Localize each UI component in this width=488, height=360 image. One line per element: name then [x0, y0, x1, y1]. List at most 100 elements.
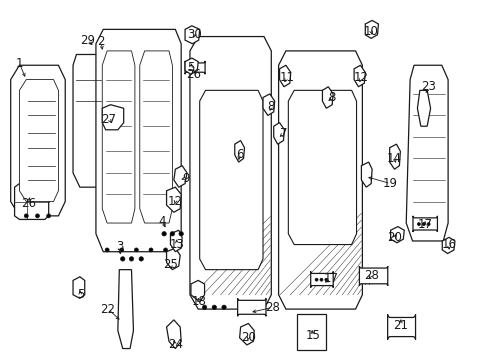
Polygon shape	[20, 80, 58, 202]
Text: 17: 17	[323, 272, 338, 285]
Text: 4: 4	[158, 215, 165, 228]
Text: 5: 5	[187, 60, 194, 73]
Text: 20: 20	[241, 331, 255, 344]
Polygon shape	[390, 226, 404, 243]
Circle shape	[426, 222, 429, 226]
Circle shape	[179, 231, 183, 236]
Circle shape	[139, 257, 143, 261]
Circle shape	[319, 278, 322, 281]
Polygon shape	[273, 123, 284, 144]
Polygon shape	[184, 58, 198, 74]
Polygon shape	[166, 320, 181, 348]
Text: 15: 15	[305, 329, 320, 342]
Circle shape	[314, 278, 317, 281]
Text: 27: 27	[102, 113, 116, 126]
Circle shape	[422, 222, 425, 226]
Polygon shape	[353, 65, 365, 87]
Circle shape	[24, 214, 28, 218]
Text: 10: 10	[363, 25, 378, 38]
FancyBboxPatch shape	[359, 266, 387, 286]
Text: 14: 14	[386, 152, 401, 165]
Polygon shape	[118, 270, 133, 348]
Polygon shape	[417, 90, 430, 126]
Polygon shape	[190, 280, 204, 302]
Text: 3: 3	[116, 240, 124, 253]
Circle shape	[212, 305, 216, 310]
Text: 18: 18	[191, 296, 206, 309]
Text: 12: 12	[353, 71, 368, 84]
Polygon shape	[279, 65, 290, 87]
Bar	[297, 315, 325, 350]
Polygon shape	[184, 26, 199, 44]
Text: 21: 21	[392, 319, 407, 332]
Circle shape	[120, 257, 124, 261]
Text: 9: 9	[182, 172, 189, 185]
Text: 6: 6	[235, 148, 243, 161]
Text: 26: 26	[21, 197, 36, 210]
Text: 23: 23	[420, 80, 435, 93]
Text: 20: 20	[386, 231, 401, 244]
Polygon shape	[278, 51, 362, 309]
Text: 5: 5	[77, 288, 84, 301]
Polygon shape	[102, 51, 135, 223]
Polygon shape	[365, 21, 378, 39]
FancyBboxPatch shape	[387, 315, 415, 339]
Polygon shape	[140, 51, 172, 223]
Polygon shape	[199, 90, 263, 270]
Text: 26: 26	[185, 68, 201, 81]
Polygon shape	[361, 162, 371, 187]
Polygon shape	[166, 248, 180, 270]
Text: 29: 29	[80, 33, 95, 47]
Text: 11: 11	[279, 71, 294, 84]
Circle shape	[163, 248, 167, 252]
Polygon shape	[102, 105, 123, 130]
FancyBboxPatch shape	[310, 271, 332, 288]
Circle shape	[36, 214, 40, 218]
Circle shape	[105, 248, 109, 252]
Polygon shape	[15, 184, 49, 220]
Text: 22: 22	[101, 303, 115, 316]
Text: 30: 30	[187, 28, 202, 41]
Polygon shape	[170, 230, 182, 252]
Text: 19: 19	[383, 177, 397, 190]
Text: 13: 13	[169, 238, 184, 251]
Polygon shape	[166, 187, 181, 212]
Polygon shape	[174, 166, 186, 187]
Polygon shape	[322, 87, 332, 108]
Polygon shape	[239, 323, 254, 345]
Polygon shape	[234, 140, 244, 162]
FancyBboxPatch shape	[184, 61, 204, 74]
Text: 8: 8	[267, 100, 274, 113]
Circle shape	[129, 257, 133, 261]
Text: 8: 8	[328, 91, 335, 104]
FancyBboxPatch shape	[412, 216, 437, 232]
Polygon shape	[441, 237, 454, 253]
Circle shape	[202, 305, 206, 310]
Text: 17: 17	[416, 218, 431, 231]
Circle shape	[162, 231, 166, 236]
Text: 16: 16	[441, 238, 456, 251]
Text: 24: 24	[167, 338, 183, 351]
Circle shape	[134, 248, 138, 252]
Polygon shape	[288, 90, 356, 244]
Polygon shape	[73, 54, 103, 187]
Polygon shape	[11, 65, 65, 216]
Text: 2: 2	[97, 35, 104, 49]
Polygon shape	[73, 277, 84, 298]
Polygon shape	[263, 94, 274, 116]
Circle shape	[149, 248, 153, 252]
Polygon shape	[406, 65, 447, 241]
Text: 1: 1	[16, 57, 23, 70]
Circle shape	[324, 278, 327, 281]
Circle shape	[46, 214, 51, 218]
Circle shape	[120, 248, 123, 252]
Circle shape	[222, 305, 226, 310]
Polygon shape	[96, 30, 181, 252]
FancyBboxPatch shape	[237, 298, 265, 316]
Text: 28: 28	[363, 269, 378, 282]
Text: 7: 7	[279, 127, 286, 140]
Polygon shape	[189, 37, 271, 309]
Text: 28: 28	[265, 301, 280, 314]
Circle shape	[417, 222, 420, 226]
Text: 12: 12	[167, 195, 183, 208]
